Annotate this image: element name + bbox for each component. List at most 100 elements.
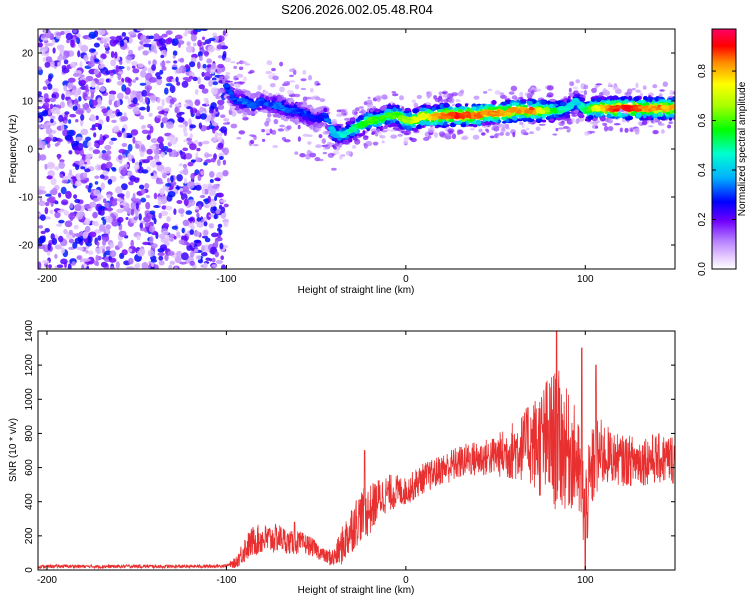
spectrogram-cell [371,132,375,136]
spectrogram-cell [170,149,177,158]
spectrogram-cell [209,258,213,262]
spectrogram-cell [540,100,547,105]
spectrogram-cell [217,132,223,136]
spectrogram-cell [110,51,115,58]
spectrogram-cell [88,31,97,39]
spectrogram-cell [277,111,284,114]
spectrogram-cell [156,76,163,80]
spectrogram-cell [104,202,110,208]
spectrogram-cell [117,240,123,249]
spectrogram-cell [156,77,163,86]
spectrogram-cell [185,210,193,215]
spectrogram-cell [241,61,248,64]
spectrogram-cell [386,120,391,125]
spectrogram-cell [413,102,418,108]
spectrogram-cell [216,192,224,198]
spectrogram-x-tick-label: -100 [216,274,236,285]
spectrogram-cell [93,142,99,148]
spectrogram-cell [215,260,223,264]
spectrogram-cell [144,96,149,104]
spectrogram-cell [214,131,219,138]
spectrogram-cell [520,117,528,121]
spectrogram-cell [60,186,67,195]
spectrogram-cell [100,245,106,250]
spectrogram-cell [609,97,617,100]
spectrogram-cell [427,127,435,133]
spectrogram-cell [179,57,185,63]
spectrogram-cell [168,264,173,269]
spectrogram-cell [51,237,58,246]
spectrogram-cell [142,50,149,56]
spectrogram-cell [190,159,196,163]
spectrogram-cell [221,264,226,269]
spectrogram-cell [358,115,364,119]
spectrogram-cell [44,61,51,68]
spectrogram-cell [98,78,105,83]
spectrogram-cell [485,128,489,132]
spectrogram-cell [296,108,304,113]
spectrogram-cell [198,141,203,147]
spectrogram-cell [71,89,79,96]
spectrogram-cell [79,74,85,78]
spectrogram-cell [194,29,203,33]
spectrogram-cell [610,100,615,105]
spectrogram-cell [206,64,212,68]
spectrogram-cell [68,212,76,220]
spectrogram-cell [165,60,171,64]
spectrogram-cell [203,161,208,166]
spectrogram-cell [364,130,368,134]
spectrogram-cell [202,187,205,196]
spectrogram-cell [530,114,535,119]
spectrogram-cell [541,119,547,123]
spectrogram-cell [150,44,157,53]
spectrogram-cell [637,105,646,110]
spectrogram-cell [242,76,247,82]
spectrogram-cell [102,170,109,175]
spectrogram-cell [418,113,426,118]
spectrogram-cell [165,183,172,187]
spectrogram-cell [170,181,177,186]
spectrogram-cell [577,112,584,117]
spectrogram-cell [86,107,91,114]
spectrogram-cell [272,75,279,81]
spectrogram-cell [75,119,79,123]
spectrogram-cell [229,94,235,99]
spectrogram-cell [413,127,418,133]
snr-y-tick-label: 1400 [24,319,35,342]
spectrogram-cell [116,208,122,213]
spectrogram-cell [456,129,461,136]
spectrogram-cell [157,115,162,119]
spectrogram-cell [309,96,316,100]
spectrogram-cell [93,260,99,266]
spectrogram-cell [661,129,665,134]
colorbar-tick-label: 0.4 [697,163,708,177]
spectrogram-cell [559,101,567,107]
spectrogram-cell [233,65,238,70]
spectrogram-cell [130,129,139,136]
spectrogram-cell [173,60,178,64]
spectrogram-cell [493,106,499,110]
spectrogram-cell [159,188,165,196]
spectrogram-cell [654,97,659,102]
spectrogram-cell [78,96,82,102]
spectrogram-cell [176,81,181,86]
spectrogram-cell [454,106,458,112]
spectrogram-cell [167,191,176,198]
spectrogram-cell [158,260,165,266]
spectrogram-cell [650,119,654,123]
spectrogram-cell [75,109,84,115]
spectrogram-cell [76,255,82,260]
spectrogram-cell [164,38,173,45]
spectrogram-cell [160,61,166,68]
spectrogram-cell [148,60,151,65]
spectrogram-cell [592,98,595,102]
spectrogram-cell [57,210,64,213]
spectrogram-cell [103,198,107,203]
spectrogram-cell [97,235,102,241]
spectrogram-cell [133,177,140,184]
spectrogram-cell [105,150,112,155]
spectrogram-cell [91,48,96,52]
spectrogram-cell [182,163,188,169]
spectrogram-cell [138,161,143,167]
